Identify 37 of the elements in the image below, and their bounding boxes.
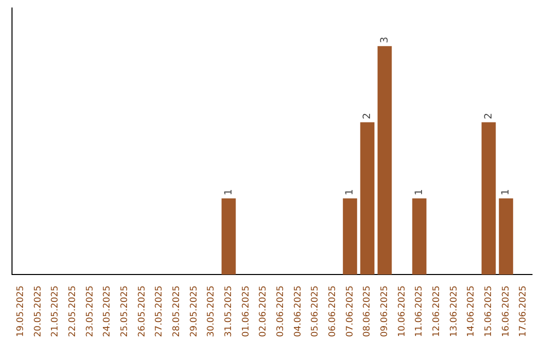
x-tick-label: 09.06.2025	[380, 285, 390, 337]
data-label: 1	[223, 188, 234, 196]
x-tick-label: 30.05.2025	[206, 285, 217, 337]
data-label: 1	[500, 188, 512, 196]
x-tick-label: 27.05.2025	[154, 285, 165, 337]
data-label: 2	[362, 112, 373, 120]
x-tick-label: 23.05.2025	[85, 285, 96, 337]
x-tick-label: 01.06.2025	[241, 285, 252, 337]
x-tick-label: 10.06.2025	[397, 285, 408, 337]
x-tick-label: 03.06.2025	[276, 285, 286, 337]
x-tick-label: 22.05.2025	[68, 285, 78, 337]
x-tick-label: 15.06.2025	[484, 285, 494, 337]
x-tick-label: 31.05.2025	[224, 285, 234, 337]
x-tick-label: 11.06.2025	[414, 285, 425, 337]
data-label: 1	[414, 188, 425, 196]
x-tick-label: 17.06.2025	[518, 285, 529, 337]
x-tick-label: 20.05.2025	[33, 285, 44, 337]
x-tick-label: 14.06.2025	[466, 285, 477, 337]
x-tick-label: 08.06.2025	[362, 285, 373, 337]
x-tick-label: 24.05.2025	[102, 285, 113, 337]
x-tick-label: 21.05.2025	[50, 285, 61, 337]
data-label: 2	[483, 112, 494, 120]
x-tick-label: 06.06.2025	[328, 285, 338, 337]
x-tick-label: 12.06.2025	[432, 285, 442, 337]
x-tick-label: 19.05.2025	[16, 285, 26, 337]
data-label: 3	[379, 36, 390, 44]
x-tick-label: 25.05.2025	[120, 285, 130, 337]
x-tick-label: 13.06.2025	[449, 285, 460, 337]
x-tick-label: 16.06.2025	[501, 285, 512, 337]
x-tick-label: 29.05.2025	[189, 285, 200, 337]
x-tick-label: 04.06.2025	[293, 285, 304, 337]
x-tick-label: 05.06.2025	[310, 285, 321, 337]
x-tick-label: 02.06.2025	[258, 285, 269, 337]
data-label: 1	[344, 188, 356, 196]
x-tick-label: 28.05.2025	[172, 285, 182, 337]
x-tick-label: 07.06.2025	[345, 285, 356, 337]
x-tick-label: 26.05.2025	[137, 285, 148, 337]
